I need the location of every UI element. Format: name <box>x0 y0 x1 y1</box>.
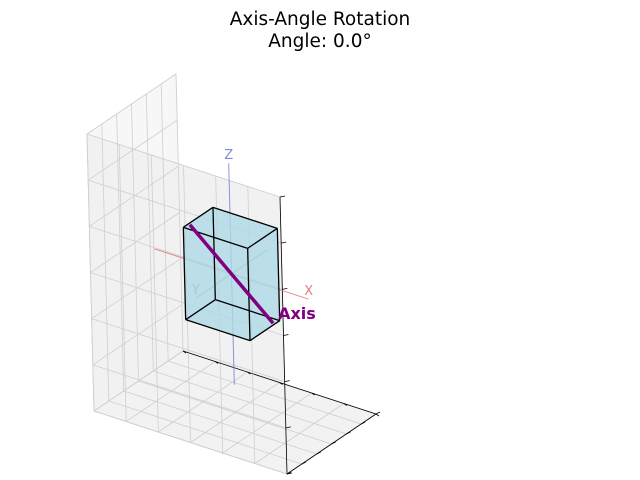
cube-edge <box>185 299 216 321</box>
z-axis-tick <box>284 380 290 383</box>
rotation-axis-label: Axis <box>278 304 316 323</box>
gridline-floor-y <box>108 400 302 465</box>
rotation-axis-line <box>188 223 275 325</box>
plot-content: XYZAxis <box>154 148 316 385</box>
y-axis-tick <box>360 421 366 425</box>
y-axis-tick <box>346 431 351 435</box>
y-axis-tick <box>316 451 321 455</box>
reference-axis-label-x: X <box>304 284 313 299</box>
cube-edge <box>212 206 278 229</box>
y-axis-tick <box>301 461 307 465</box>
x-axis-tick <box>375 413 380 417</box>
x-axis-tick <box>214 361 219 364</box>
gridline-left-z <box>86 73 177 135</box>
chart-title: Axis-Angle Rotation <box>229 9 411 30</box>
reference-axis-label-z: Z <box>224 148 233 163</box>
y-axis-tick <box>331 441 336 445</box>
axes-grid <box>86 73 377 475</box>
y-axis-tick <box>286 471 292 475</box>
y-axis-tick <box>375 411 381 415</box>
z-axis-tick <box>281 241 287 244</box>
cube-edge <box>247 227 278 249</box>
z-axis-tick <box>285 426 291 429</box>
z-axis-tick <box>282 287 288 290</box>
x-axis-tick <box>279 382 283 385</box>
gridline-left-z <box>87 119 178 181</box>
axes-ticks <box>182 195 381 475</box>
cube-edge <box>182 227 187 320</box>
z-axis-tick <box>283 334 289 336</box>
gridline-floor-y <box>93 410 288 475</box>
x-axis-tick <box>182 350 187 354</box>
x-axis-tick <box>343 403 348 406</box>
cube-edge <box>182 206 214 228</box>
x-axis-tick <box>311 392 315 396</box>
x-axis-tick <box>247 371 251 375</box>
gridline-left-y <box>86 133 95 412</box>
chart-subtitle: Angle: 0.0° <box>268 31 372 52</box>
cube-edge <box>249 320 281 342</box>
cube-edge <box>185 319 251 342</box>
cube-edge <box>276 228 281 321</box>
z-axis-tick <box>279 195 286 198</box>
gridline-back-z <box>86 133 281 198</box>
